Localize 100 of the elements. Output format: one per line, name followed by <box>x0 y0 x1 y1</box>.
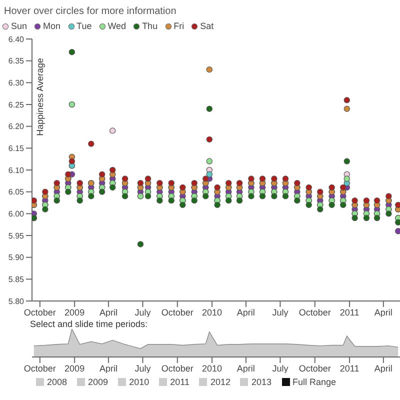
x-tick-label: April <box>236 363 255 374</box>
y-tick-label: 6.20 <box>8 122 25 132</box>
point <box>344 97 350 104</box>
point <box>206 158 213 164</box>
legend-label: Thu <box>142 21 158 31</box>
x-tick-label: April <box>99 363 118 374</box>
legend-label: Mon <box>43 21 61 31</box>
y-axis-title: Happiness Average <box>35 58 45 136</box>
chart-title: Select and slide time periods: <box>29 318 149 329</box>
point <box>98 171 106 178</box>
text: 2010 <box>129 377 150 387</box>
point <box>306 184 312 191</box>
point <box>156 180 163 186</box>
text: 2013 <box>251 377 272 387</box>
point <box>226 180 232 186</box>
x-tick-label: April <box>374 307 392 318</box>
point <box>340 184 346 191</box>
point <box>180 202 186 208</box>
point <box>395 228 400 234</box>
x-tick-label: 2010 <box>202 307 222 318</box>
point <box>352 214 358 222</box>
point <box>180 184 186 191</box>
point <box>68 101 76 108</box>
text: 2012 <box>210 377 230 387</box>
point <box>88 193 94 200</box>
y-tick-label: 6.25 <box>8 100 25 110</box>
point <box>68 49 76 56</box>
x-tick-label: July <box>272 363 289 374</box>
y-tick-label: 6.35 <box>8 56 25 66</box>
y-tick-label: 6.30 <box>8 78 25 88</box>
legend-label: Sun <box>11 21 28 31</box>
point <box>206 136 213 143</box>
point <box>110 166 116 174</box>
x-tick-label: 2009 <box>64 363 85 374</box>
point <box>386 210 392 217</box>
y-tick-label: 5.80 <box>8 296 25 306</box>
point <box>214 202 220 208</box>
point <box>271 176 278 182</box>
y-tick-label: 5.95 <box>8 231 25 240</box>
point <box>122 193 128 200</box>
chart-subtitle: Hover over circles for more information <box>3 5 178 17</box>
point <box>344 176 350 182</box>
point <box>168 180 174 186</box>
point <box>76 197 83 204</box>
point <box>226 197 232 204</box>
x-tick-label: October <box>161 363 194 374</box>
x-tick-label: October <box>161 307 194 318</box>
point <box>328 184 335 191</box>
point <box>386 193 392 200</box>
legend-label: Sat <box>200 21 214 31</box>
point <box>191 180 198 186</box>
point <box>110 128 116 134</box>
point <box>137 180 144 186</box>
x-tick-label: April <box>374 363 392 374</box>
point <box>206 171 213 178</box>
point <box>168 197 174 204</box>
text: 2009 <box>88 377 108 387</box>
y-tick-label: 6.10 <box>8 166 25 175</box>
point <box>374 214 380 222</box>
point <box>32 197 37 204</box>
point <box>363 197 370 204</box>
point <box>214 184 220 191</box>
point <box>248 176 254 182</box>
x-tick-label: April <box>236 307 255 318</box>
point <box>395 219 400 226</box>
point <box>65 188 72 195</box>
point <box>98 188 106 195</box>
point <box>306 202 312 208</box>
x-tick-label: 2010 <box>202 363 222 374</box>
point <box>328 202 335 208</box>
point <box>54 197 60 204</box>
point <box>206 66 213 73</box>
x-tick-label: July <box>134 307 152 318</box>
x-tick-label: 2009 <box>64 307 85 318</box>
legend-label: Tue <box>76 21 92 31</box>
point <box>144 193 152 200</box>
point <box>65 171 72 178</box>
y-tick-label: 6.05 <box>8 188 25 197</box>
point <box>259 176 266 182</box>
text: Full Range <box>292 377 336 387</box>
point <box>282 193 289 200</box>
text: 2008 <box>47 377 68 387</box>
point <box>191 197 198 204</box>
point <box>352 197 358 204</box>
x-tick-label: July <box>272 307 289 318</box>
point <box>282 176 289 182</box>
x-tick-label: April <box>99 307 118 318</box>
point <box>294 180 300 186</box>
point <box>344 106 350 112</box>
point <box>236 180 243 186</box>
x-tick-label: July <box>134 363 152 374</box>
point <box>76 180 83 186</box>
point <box>340 202 346 208</box>
point <box>137 241 144 248</box>
legend-label: Fri <box>174 21 184 31</box>
point <box>206 106 213 112</box>
point <box>202 176 209 182</box>
point <box>144 176 152 182</box>
point <box>68 158 76 164</box>
x-tick-label: October <box>24 363 56 374</box>
